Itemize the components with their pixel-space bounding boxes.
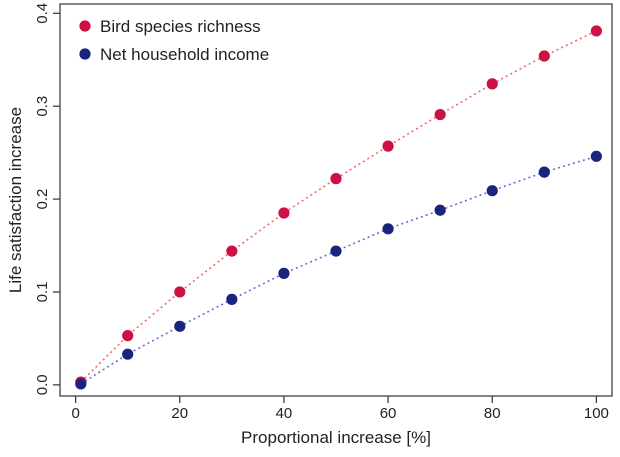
y-axis: 0.0 0.1 0.2 0.3 0.4	[34, 3, 60, 395]
legend-label: Net household income	[100, 45, 269, 64]
data-point	[538, 166, 550, 178]
legend: Bird species richness Net household incom…	[79, 17, 269, 64]
data-point	[174, 320, 186, 332]
data-point	[226, 293, 238, 305]
data-point	[330, 245, 342, 257]
data-point	[486, 185, 498, 197]
legend-label: Bird species richness	[100, 17, 261, 36]
data-point	[590, 25, 602, 37]
data-point	[174, 286, 186, 298]
data-point	[122, 330, 134, 342]
data-point	[434, 204, 446, 216]
x-tick-label: 80	[484, 405, 501, 422]
x-tick-label: 0	[71, 405, 79, 422]
data-point	[226, 245, 238, 257]
data-point	[486, 78, 498, 90]
legend-marker	[79, 20, 91, 32]
x-axis-title: Proportional increase [%]	[241, 428, 431, 447]
series-line	[80, 30, 597, 383]
data-point	[278, 207, 290, 219]
x-tick-label: 40	[276, 405, 293, 422]
data-point	[590, 150, 602, 162]
data-point	[382, 223, 394, 235]
plot-frame	[59, 3, 613, 397]
data-point	[330, 173, 342, 185]
data-point	[278, 267, 290, 279]
data-point	[382, 140, 394, 152]
y-tick-label: 0.1	[34, 282, 51, 303]
y-tick-label: 0.0	[34, 374, 51, 395]
y-tick-label: 0.3	[34, 96, 51, 117]
x-axis: 0 20 40 60 80 100	[71, 396, 609, 422]
data-point	[538, 50, 550, 62]
data-point	[434, 108, 446, 121]
y-tick-label: 0.2	[34, 189, 51, 210]
series-0	[75, 25, 602, 388]
y-tick-label: 0.4	[34, 3, 51, 24]
data-point	[122, 348, 134, 360]
data-point	[75, 378, 87, 390]
x-tick-label: 100	[584, 405, 609, 422]
series-1	[75, 150, 602, 390]
series-layer	[75, 25, 602, 390]
series-line	[80, 155, 597, 385]
legend-marker	[79, 48, 91, 60]
y-axis-title: Life satisfaction increase	[6, 107, 25, 293]
x-tick-label: 60	[380, 405, 397, 422]
x-tick-label: 20	[171, 405, 188, 422]
